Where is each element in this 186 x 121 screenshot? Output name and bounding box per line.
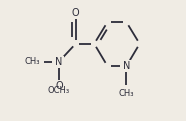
Text: N: N	[123, 61, 130, 71]
Text: OCH₃: OCH₃	[48, 86, 70, 95]
Text: O: O	[72, 8, 79, 18]
Text: CH₃: CH₃	[119, 89, 134, 98]
Text: N: N	[55, 57, 63, 67]
Text: O: O	[55, 81, 63, 91]
Text: CH₃: CH₃	[25, 57, 40, 66]
